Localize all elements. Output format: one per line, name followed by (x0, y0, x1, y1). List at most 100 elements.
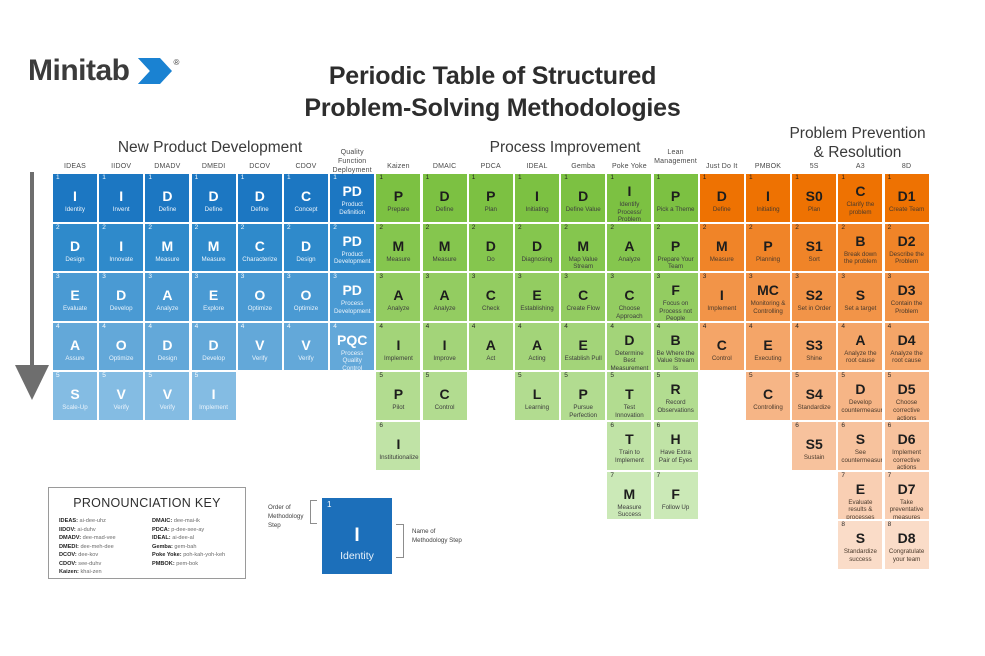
element-cell[interactable]: 6 S See countermeasures (838, 422, 883, 470)
element-cell[interactable]: 7 F Follow Up (653, 471, 698, 520)
element-cell[interactable]: 2 D Diagnosing (515, 223, 559, 272)
element-cell[interactable]: 1 S0 Plan (792, 174, 837, 222)
element-cell[interactable]: 8 S Standardize success (838, 521, 883, 569)
element-cell[interactable]: 3 E Evaluate (53, 273, 97, 321)
element-cell[interactable]: 2 M Measure (699, 223, 744, 272)
element-cell[interactable]: 2 D2 Describe the Problem (884, 223, 929, 272)
element-cell[interactable]: 3 D3 Contain the Problem (884, 273, 929, 321)
element-cell[interactable]: 2 M Measure (191, 223, 236, 272)
element-cell[interactable]: 4 D Determine Best Measurement (607, 322, 652, 371)
element-cell[interactable]: 7 E Evaluate results & processes (838, 471, 883, 520)
element-cell[interactable]: 1 C Clarify the problem (838, 174, 883, 222)
element-cell[interactable]: 4 B Be Where the Value Stream Is (653, 322, 698, 371)
element-cell[interactable]: 4 S3 Shine (792, 322, 837, 371)
element-cell[interactable]: 4 O Optimize (99, 322, 144, 371)
element-cell[interactable]: 7 M Measure Success (607, 471, 652, 520)
element-cell[interactable]: 4 C Control (699, 322, 744, 371)
element-cell[interactable]: 8 D8 Congratulate your team (884, 521, 929, 569)
element-cell[interactable]: 1 D Define (422, 174, 467, 222)
element-cell[interactable]: 2 C Characterize (237, 223, 282, 272)
element-cell[interactable]: 5 R Record Observations (653, 372, 698, 420)
element-cell[interactable]: 2 S1 Sort (792, 223, 837, 272)
element-cell[interactable]: 4 A Analyze the root cause (838, 322, 883, 371)
element-cell[interactable]: 3 C Choose Approach (607, 273, 652, 321)
element-cell[interactable]: 2 I Innovate (99, 223, 144, 272)
element-cell[interactable]: 5 D5 Choose corrective actions (884, 372, 929, 420)
element-cell[interactable]: 3 S2 Set in Order (792, 273, 837, 321)
element-cell[interactable]: 3 D Develop (99, 273, 144, 321)
element-cell[interactable]: 3 F Focus on Process not People (653, 273, 698, 321)
element-cell[interactable]: 2 M Measure (376, 223, 421, 272)
element-cell[interactable]: 2 A Analyze (607, 223, 652, 272)
element-cell[interactable]: 3 A Analyze (422, 273, 467, 321)
element-cell[interactable]: 4 PQC Process Quality Control (330, 322, 375, 371)
element-cell[interactable]: 1 I Initiating (515, 174, 559, 222)
element-cell[interactable]: 5 S4 Standardize (792, 372, 837, 420)
element-cell[interactable]: 4 V Verify (237, 322, 282, 371)
element-cell[interactable]: 5 C Control (422, 372, 467, 420)
element-cell[interactable]: 5 P Pursue Perfection (561, 372, 606, 420)
element-cell[interactable]: 4 I Improve (422, 322, 467, 371)
element-cell[interactable]: 5 V Verify (99, 372, 144, 420)
element-cell[interactable]: 5 S Scale-Up (53, 372, 97, 420)
element-cell[interactable]: 6 H Have Extra Pair of Eyes (653, 422, 698, 470)
element-cell[interactable]: 1 P Pick a Theme (653, 174, 698, 222)
element-cell[interactable]: 3 I Implement (699, 273, 744, 321)
element-cell[interactable]: 5 L Learning (515, 372, 559, 420)
element-cell[interactable]: 3 E Establishing (515, 273, 559, 321)
element-cell[interactable]: 2 D Do (468, 223, 513, 272)
element-cell[interactable]: 7 D7 Take preventative measures (884, 471, 929, 520)
element-cell[interactable]: 4 E Establish Pull (561, 322, 606, 371)
element-cell[interactable]: 3 O Optimize (284, 273, 328, 321)
element-cell[interactable]: 2 M Map Value Stream (561, 223, 606, 272)
element-cell[interactable]: 4 V Verify (284, 322, 328, 371)
element-cell[interactable]: 6 I Institutionalize (376, 422, 421, 470)
element-cell[interactable]: 4 I Implement (376, 322, 421, 371)
element-cell[interactable]: 1 D Define (699, 174, 744, 222)
element-cell[interactable]: 3 S Set a target (838, 273, 883, 321)
element-cell[interactable]: 6 T Train to Implement (607, 422, 652, 470)
element-cell[interactable]: 6 D6 Implement corrective actions (884, 422, 929, 470)
element-cell[interactable]: 1 D Define (191, 174, 236, 222)
element-cell[interactable]: 5 V Verify (145, 372, 190, 420)
element-cell[interactable]: 2 D Design (284, 223, 328, 272)
element-cell[interactable]: 4 D Design (145, 322, 190, 371)
element-cell[interactable]: 1 D Define (145, 174, 190, 222)
element-cell[interactable]: 1 I Identity (53, 174, 97, 222)
element-cell[interactable]: 1 PD Product Definition (330, 174, 375, 222)
element-cell[interactable]: 2 P Planning (746, 223, 790, 272)
element-cell[interactable]: 1 C Concept (284, 174, 328, 222)
element-cell[interactable]: 4 A Assure (53, 322, 97, 371)
element-cell[interactable]: 2 M Measure (145, 223, 190, 272)
element-cell[interactable]: 3 A Analyze (145, 273, 190, 321)
element-cell[interactable]: 4 D Develop (191, 322, 236, 371)
element-cell[interactable]: 3 A Analyze (376, 273, 421, 321)
element-cell[interactable]: 3 O Optimize (237, 273, 282, 321)
element-cell[interactable]: 6 S5 Sustain (792, 422, 837, 470)
element-cell[interactable]: 3 C Create Flow (561, 273, 606, 321)
element-cell[interactable]: 1 I Identify Process/ Problem (607, 174, 652, 222)
element-cell[interactable]: 3 MC Monitoring & Controlling (746, 273, 790, 321)
element-cell[interactable]: 5 T Test Innovation (607, 372, 652, 420)
element-cell[interactable]: 4 A Acting (515, 322, 559, 371)
element-cell[interactable]: 1 P Prepare (376, 174, 421, 222)
element-cell[interactable]: 5 P Pilot (376, 372, 421, 420)
element-cell[interactable]: 3 PD Process Development (330, 273, 375, 321)
element-cell[interactable]: 2 B Break down the problem (838, 223, 883, 272)
element-cell[interactable]: 4 A Act (468, 322, 513, 371)
element-cell[interactable]: 2 M Measure (422, 223, 467, 272)
element-cell[interactable]: 5 C Controlling (746, 372, 790, 420)
element-cell[interactable]: 1 P Plan (468, 174, 513, 222)
element-cell[interactable]: 4 E Executing (746, 322, 790, 371)
element-cell[interactable]: 1 D Define Value (561, 174, 606, 222)
element-cell[interactable]: 1 I Initiating (746, 174, 790, 222)
element-cell[interactable]: 3 E Explore (191, 273, 236, 321)
element-cell[interactable]: 1 D1 Create Team (884, 174, 929, 222)
element-cell[interactable]: 4 D4 Analyze the root cause (884, 322, 929, 371)
element-cell[interactable]: 2 D Design (53, 223, 97, 272)
element-cell[interactable]: 2 P Prepare Your Team (653, 223, 698, 272)
element-cell[interactable]: 5 I Implement (191, 372, 236, 420)
element-cell[interactable]: 2 PD Product Development (330, 223, 375, 272)
element-cell[interactable]: 3 C Check (468, 273, 513, 321)
